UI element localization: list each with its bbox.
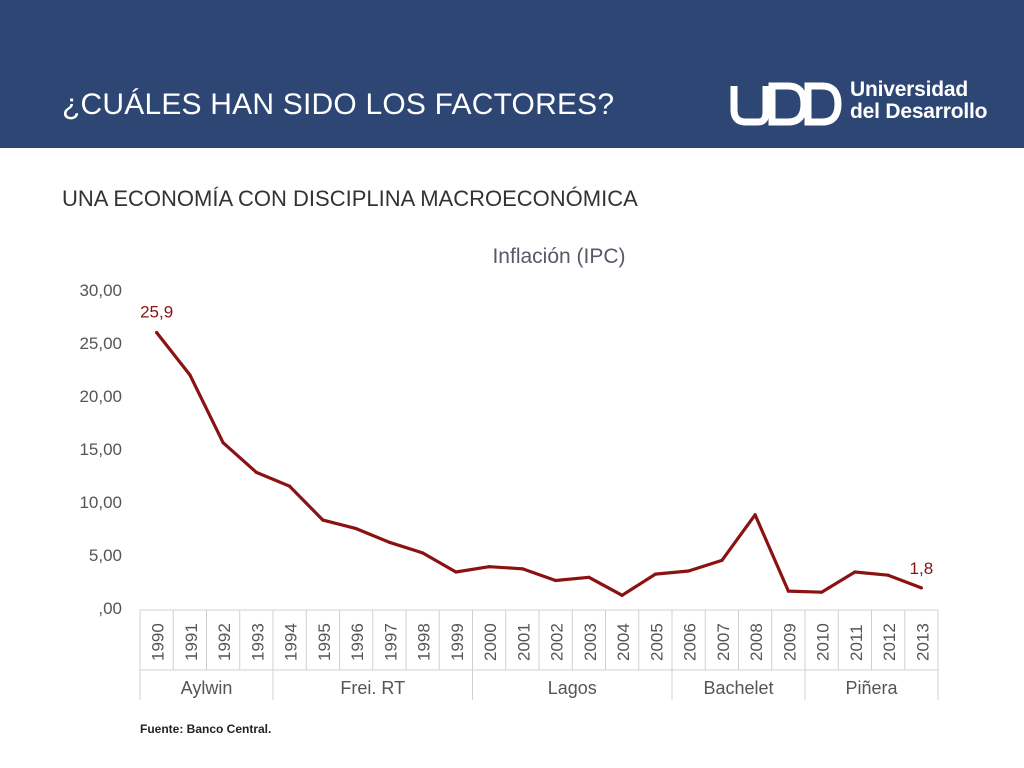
x-tick-label: 1991 [182,623,201,661]
data-point [653,572,657,576]
x-tick-label: 1990 [149,623,168,661]
data-label: 25,9 [140,302,173,321]
data-point [554,578,558,583]
y-tick-label: 20,00 [79,387,122,406]
data-label: 1,8 [910,559,934,578]
inflation-chart: Inflación (IPC) 30,00 25,00 20,00 15,00 10,00… [79,245,939,700]
x-tick-label: 2006 [681,623,700,661]
x-tick-label: 1999 [448,623,467,661]
x-tick-label: 1996 [348,623,367,661]
x-tick-label: 2005 [647,623,666,661]
chart-title: Inflación (IPC) [492,245,625,268]
x-tick-label: 1994 [282,623,301,661]
x-tick-label: 1997 [381,623,400,661]
x-tick-label: 2010 [814,623,833,661]
data-point [587,575,591,579]
logo-line2: del Desarrollo [850,100,988,123]
data-point [886,573,890,577]
group-label: Lagos [548,678,597,698]
data-point [820,590,824,594]
slide-title: ¿CUÁLES HAN SIDO LOS FACTORES? [62,88,615,121]
data-point [720,558,724,562]
x-tick-label: 2002 [548,623,567,661]
x-tick-label: 1998 [415,623,434,661]
data-point [188,373,192,377]
x-tick-label: 1993 [248,623,267,661]
data-point [288,484,292,488]
group-label: Aylwin [181,678,233,698]
x-tick-label: 2011 [847,624,866,661]
logo-line1: Universidad [850,78,969,101]
group-label: Bachelet [703,678,773,698]
x-tick-label: 1992 [215,623,234,661]
y-tick-label: ,00 [98,599,122,618]
x-tick-label: 2001 [514,623,533,661]
data-point [221,441,225,445]
header-bar: ¿CUÁLES HAN SIDO LOS FACTORES? Universid… [0,0,1024,148]
data-point [454,570,458,574]
group-label: Frei. RT [340,678,405,698]
data-point [254,470,258,474]
y-tick-label: 25,00 [79,334,122,353]
inflation-series-line [155,331,922,597]
data-point [853,570,857,574]
y-tick-label: 5,00 [89,546,122,565]
y-tick-label: 10,00 [79,493,122,512]
y-tick-label: 30,00 [79,281,122,300]
university-logo: Universidad del Desarrollo [730,78,1010,128]
source-note: Fuente: Banco Central. [140,722,272,736]
data-point [919,586,923,590]
data-point [321,518,325,522]
udd-monogram-icon [730,82,842,126]
x-tick-label: 2000 [481,623,500,661]
group-label: Piñera [845,678,898,698]
x-tick-label: 2009 [780,623,799,661]
data-point [753,513,757,517]
data-point [421,551,425,555]
data-point [155,330,159,335]
x-tick-label: 2008 [747,623,766,661]
data-point [687,569,691,573]
x-tick-label: 2013 [913,623,932,661]
data-point [620,593,624,597]
x-tick-label: 2012 [880,623,899,661]
x-tick-label: 2004 [614,623,633,661]
data-point [387,540,391,544]
y-tick-label: 15,00 [79,440,122,459]
data-point [520,567,524,571]
section-subtitle: UNA ECONOMÍA CON DISCIPLINA MACROECONÓMI… [62,186,638,211]
x-tick-label: 2007 [714,623,733,661]
x-tick-label: 1995 [315,623,334,661]
data-point [786,589,790,593]
x-tick-label: 2003 [581,623,600,661]
data-point [487,565,491,569]
data-point [354,526,358,531]
